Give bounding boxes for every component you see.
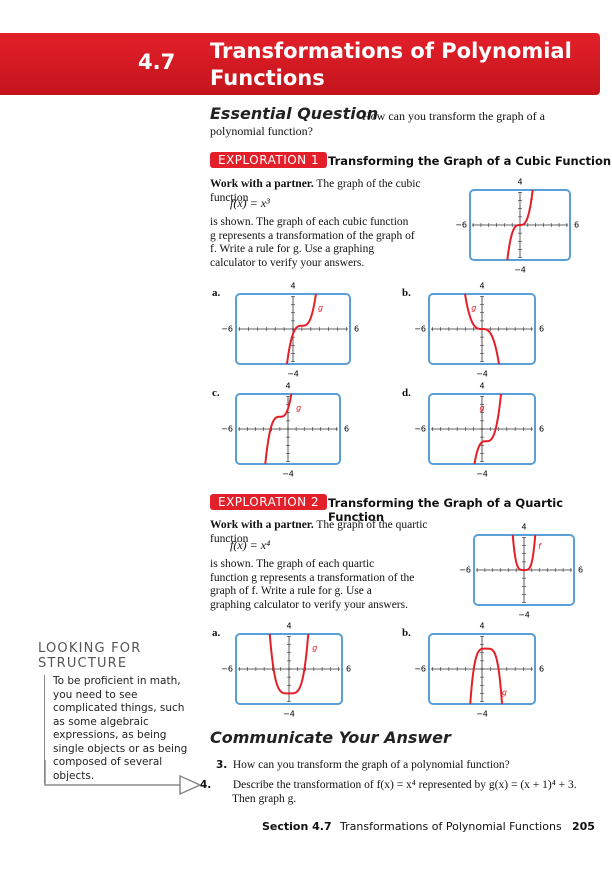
part-letter: c. [212, 387, 220, 399]
part-letter: b. [402, 627, 411, 639]
axis-label: 4 [285, 382, 290, 391]
axis-label: 6 [344, 425, 349, 434]
axis-label: 6 [346, 665, 351, 674]
graph: f 4 −4 −6 6 [459, 523, 583, 620]
exploration-title: Transforming the Graph of a Quartic Func… [328, 496, 564, 524]
lead: Work with a partner. [210, 519, 314, 531]
graph: g 4 −4 −6 6 [221, 382, 349, 479]
question: 3. How can you transform the graph of a … [216, 758, 586, 772]
exploration-intro: Work with a partner. The graph of the cu… [210, 178, 460, 205]
axis-label: −4 [476, 370, 488, 379]
axis-label: 4 [521, 523, 526, 532]
axis-label: −6 [221, 665, 233, 674]
axis-label: −6 [414, 325, 426, 334]
axis-label: −4 [476, 710, 488, 719]
essential-question-text: How can you transform the graph of a pol… [210, 109, 545, 138]
exploration-label: EXPLORATION 1 [210, 152, 328, 168]
curve [464, 294, 500, 364]
section-number: 4.7 [138, 50, 176, 74]
communicate-heading: Communicate Your Answer [210, 728, 451, 747]
curve-label: f [538, 542, 542, 551]
axis-label: 6 [578, 566, 583, 575]
question-number: 3. [216, 759, 228, 771]
axis-label: 4 [286, 622, 291, 631]
curve [511, 535, 537, 571]
part-letter: b. [402, 287, 411, 299]
exploration-body: is shown. The graph of each quartic func… [210, 558, 415, 611]
question-text: Describe the transformation of f(x) = x⁴… [232, 779, 577, 805]
exploration-body: is shown. The graph of each cubic functi… [210, 216, 415, 269]
axis-label: −6 [221, 425, 233, 434]
exploration-intro: Work with a partner. The graph of the qu… [210, 519, 460, 546]
section-title: Transformations of Polynomial Functions [210, 39, 572, 90]
equation: f(x) = x³ [230, 196, 270, 210]
axis-label: −6 [221, 325, 233, 334]
axis-label: −4 [476, 470, 488, 479]
curve-label: g [296, 403, 301, 412]
footer-title: Transformations of Polynomial Functions [340, 820, 562, 833]
sidebar-text: To be proficient in math, you need to se… [44, 675, 193, 783]
header-band [0, 33, 600, 95]
graph: g 4 −4 −6 6 [414, 382, 544, 479]
graph: g 4 −4 −6 6 [221, 622, 351, 719]
footer-page: 205 [572, 820, 595, 833]
axis-label: 4 [479, 622, 484, 631]
axis-label: 6 [574, 221, 579, 230]
arrow-line [44, 760, 182, 786]
footer-section: Section 4.7 [262, 820, 332, 833]
exploration-label: EXPLORATION 2 [210, 494, 328, 510]
sidebar-arrow [44, 760, 202, 796]
axis-label: −4 [287, 370, 299, 379]
part-letter: a. [212, 287, 221, 299]
curve-label: g [318, 303, 323, 312]
axis-label: 6 [539, 325, 544, 334]
part-letter: a. [212, 627, 221, 639]
arrow-head [179, 774, 202, 796]
intro: The graph of the cubic function [210, 178, 421, 204]
curve-label: g [502, 688, 507, 697]
axis-label: 4 [479, 382, 484, 391]
intro: The graph of the quartic function [210, 519, 428, 545]
curve [264, 394, 293, 464]
axis-label: −6 [455, 221, 467, 230]
curve-label: g [312, 643, 317, 652]
question-number: 4. [200, 779, 212, 791]
axis-label: −4 [283, 710, 295, 719]
equation: f(x) = x⁴ [230, 538, 271, 552]
axis-label: 4 [479, 282, 484, 291]
graph: g 4 −4 −6 6 [414, 282, 544, 379]
axis-label: −4 [282, 470, 294, 479]
axis-label: 6 [539, 425, 544, 434]
axis-label: 4 [517, 178, 522, 187]
curve [473, 394, 503, 464]
graph: g 4 −4 −6 6 [414, 622, 544, 719]
exploration-title: Transforming the Graph of a Cubic Functi… [328, 154, 612, 168]
axis-label: 6 [539, 665, 544, 674]
axis-label: 4 [290, 282, 295, 291]
curve-label: g [480, 403, 485, 412]
curve-label: g [471, 303, 476, 312]
lead: Work with a partner. [210, 178, 314, 190]
curve-label: f [529, 197, 533, 206]
curve [285, 294, 317, 364]
axis-label: −6 [414, 425, 426, 434]
axis-label: −4 [518, 611, 530, 620]
part-letter: d. [402, 387, 411, 399]
essential-question-heading: Essential Question [210, 104, 379, 123]
axis-label: −6 [459, 566, 471, 575]
question-text: How can you transform the graph of a pol… [232, 759, 510, 771]
graph: f 4 −4 −6 6 [455, 178, 579, 275]
graph: g 4 −4 −6 6 [221, 282, 359, 379]
curve [268, 634, 310, 695]
question: 4. Describe the transformation of f(x) =… [200, 778, 592, 806]
axis-label: −4 [514, 266, 526, 275]
curve [506, 190, 534, 260]
axis-label: −6 [414, 665, 426, 674]
sidebar-heading: LOOKING FOR STRUCTURE [38, 641, 142, 671]
axis-label: 6 [354, 325, 359, 334]
curve [469, 647, 504, 704]
